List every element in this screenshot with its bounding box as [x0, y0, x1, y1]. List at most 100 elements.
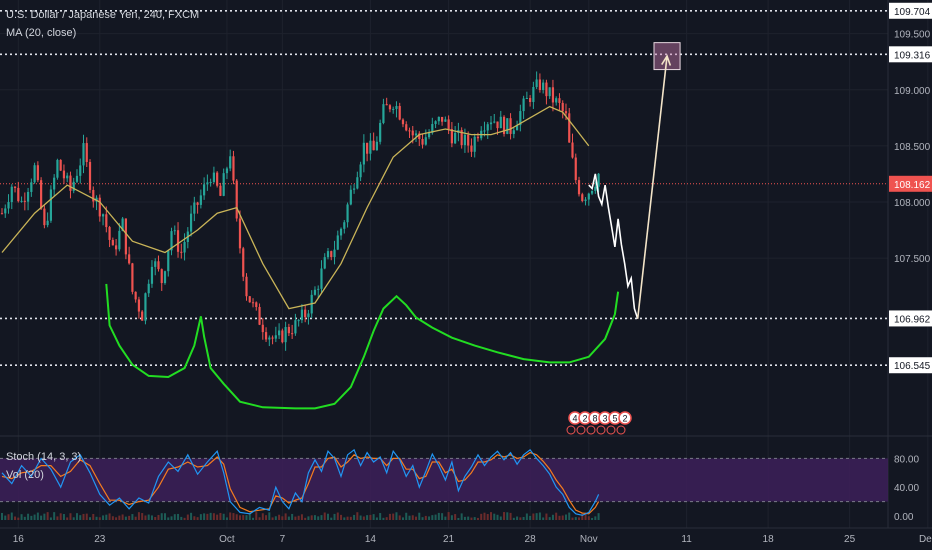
- candle-body: [255, 302, 258, 307]
- candle-body: [379, 122, 382, 142]
- volume-bar: [529, 515, 532, 520]
- volume-bar: [124, 516, 127, 520]
- volume-bar: [131, 514, 134, 520]
- volume-bar: [411, 515, 414, 520]
- candle-body: [577, 180, 581, 195]
- candle-body: [0, 213, 4, 215]
- event-marker-label: 3: [602, 414, 607, 424]
- volume-bar: [102, 515, 105, 520]
- volume-bar: [209, 512, 212, 520]
- volume-bar: [190, 512, 193, 520]
- volume-bar: [441, 513, 444, 520]
- volume-bar: [14, 516, 17, 520]
- volume-bar: [278, 514, 281, 520]
- volume-bar: [108, 513, 111, 520]
- volume-bar: [450, 515, 453, 520]
- candle-body: [473, 136, 476, 152]
- candle-body: [69, 175, 72, 191]
- candle-body: [124, 218, 127, 255]
- candle-body: [274, 335, 277, 339]
- volume-bar: [503, 512, 506, 520]
- volume-bar: [496, 514, 499, 520]
- price-tick-label: 107.500: [894, 254, 931, 265]
- candle-body: [13, 186, 17, 188]
- volume-bar: [203, 513, 206, 520]
- candle-body: [392, 108, 395, 110]
- volume-bar: [180, 516, 183, 520]
- candle-body: [535, 79, 538, 87]
- volume-bar: [212, 513, 215, 520]
- candle-body: [300, 309, 304, 321]
- volume-bar: [392, 513, 395, 520]
- ma-legend: MA (20, close): [6, 27, 77, 39]
- candle-body: [199, 195, 202, 205]
- volume-bar: [95, 516, 98, 520]
- volume-bar: [72, 517, 75, 520]
- candle-body: [434, 121, 437, 125]
- volume-bar: [574, 517, 577, 520]
- volume-bar: [428, 516, 431, 520]
- candle-body: [98, 197, 101, 217]
- candle-body: [362, 142, 365, 165]
- projection-path: [588, 173, 639, 319]
- volume-bar: [467, 516, 470, 520]
- volume-bar: [330, 517, 333, 520]
- event-marker-label: 4: [572, 414, 577, 424]
- candle-body: [183, 241, 186, 253]
- volume-bar: [261, 513, 264, 520]
- volume-bar: [291, 513, 294, 520]
- volume-bar: [353, 514, 356, 520]
- candle-body: [447, 119, 450, 130]
- candles-group: [0, 71, 600, 351]
- candle-body: [294, 320, 297, 334]
- candle-body: [203, 184, 206, 196]
- volume-bar: [519, 517, 522, 520]
- candle-body: [160, 269, 163, 284]
- event-marker-label: 2: [622, 414, 627, 424]
- volume-bar: [366, 515, 369, 520]
- candle-body: [291, 333, 294, 335]
- volume-bar: [196, 517, 199, 520]
- stoch-legend: Stoch (14, 3, 3): [6, 451, 82, 463]
- candle-body: [118, 230, 121, 250]
- moving-average-line: [1, 105, 590, 310]
- candle-body: [66, 175, 69, 179]
- candle-body: [258, 306, 261, 325]
- volume-legend: Vol (20): [6, 469, 44, 481]
- level-label: 109.316: [894, 50, 931, 61]
- volume-bar: [581, 513, 584, 520]
- volume-bar: [154, 516, 157, 520]
- candle-body: [33, 165, 36, 183]
- volume-bar: [141, 513, 144, 520]
- volume-bar: [320, 515, 323, 520]
- candle-body: [313, 289, 317, 295]
- volume-bar: [594, 516, 597, 520]
- volume-bar: [118, 515, 121, 520]
- volume-bar: [82, 513, 85, 520]
- candle-body: [108, 227, 111, 240]
- candle-body: [137, 299, 141, 312]
- volume-bar: [516, 516, 519, 520]
- candle-body: [330, 251, 333, 258]
- event-marker-label: 2: [582, 414, 587, 424]
- candle-body: [388, 105, 392, 110]
- candle-body: [261, 324, 264, 333]
- volume-bar: [597, 513, 600, 520]
- candle-body: [268, 337, 271, 340]
- volume-bar: [144, 515, 147, 520]
- candle-body: [532, 86, 535, 103]
- candle-body: [356, 177, 359, 189]
- volume-bar: [408, 515, 411, 520]
- candle-body: [339, 228, 343, 236]
- candle-body: [408, 130, 411, 132]
- volume-bar: [128, 515, 131, 520]
- volume-bar: [199, 514, 202, 520]
- event-marker-circle: [618, 411, 632, 425]
- volume-bar: [115, 517, 118, 520]
- candle-body: [317, 288, 320, 290]
- candle-body: [343, 222, 346, 229]
- volume-bar: [1, 512, 3, 520]
